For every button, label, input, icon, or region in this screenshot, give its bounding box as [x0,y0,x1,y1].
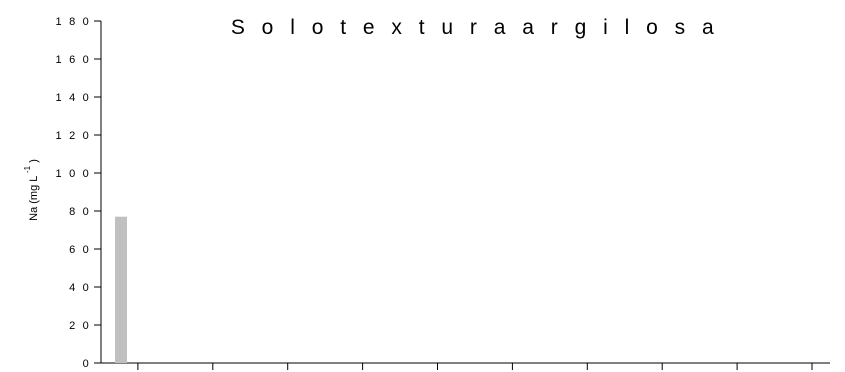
y-tick-label: 1 8 0 [56,16,91,28]
y-axis-label-close: ) [28,159,40,163]
y-tick-label: 1 6 0 [56,54,91,66]
y-tick-label: 0 [83,358,91,370]
svg-text:Na (mg L -1 ): Na (mg L -1 ) [21,159,40,221]
bar [115,216,127,363]
y-tick-label: 4 0 [69,282,91,294]
y-axis-label-superscript: -1 [23,165,32,173]
y-tick-label: 6 0 [69,244,91,256]
y-ticks: 0 2 0 4 0 6 0 8 0 1 0 0 1 2 0 1 4 0 1 6 0 1 8 0 [56,16,101,370]
y-tick-label: 1 0 0 [56,168,91,180]
x-ticks [137,363,813,370]
bars [115,216,127,363]
chart-title: S o l o t e x t u r a a r g i l o s a [231,16,719,39]
y-tick-label: 2 0 [69,320,91,332]
y-tick-label: 1 4 0 [56,92,91,104]
y-tick-label: 8 0 [69,206,91,218]
y-axis-label-text: Na (mg L [28,176,40,221]
y-axis-label: Na (mg L -1 ) [21,159,40,221]
y-tick-label: 1 2 0 [56,130,91,142]
